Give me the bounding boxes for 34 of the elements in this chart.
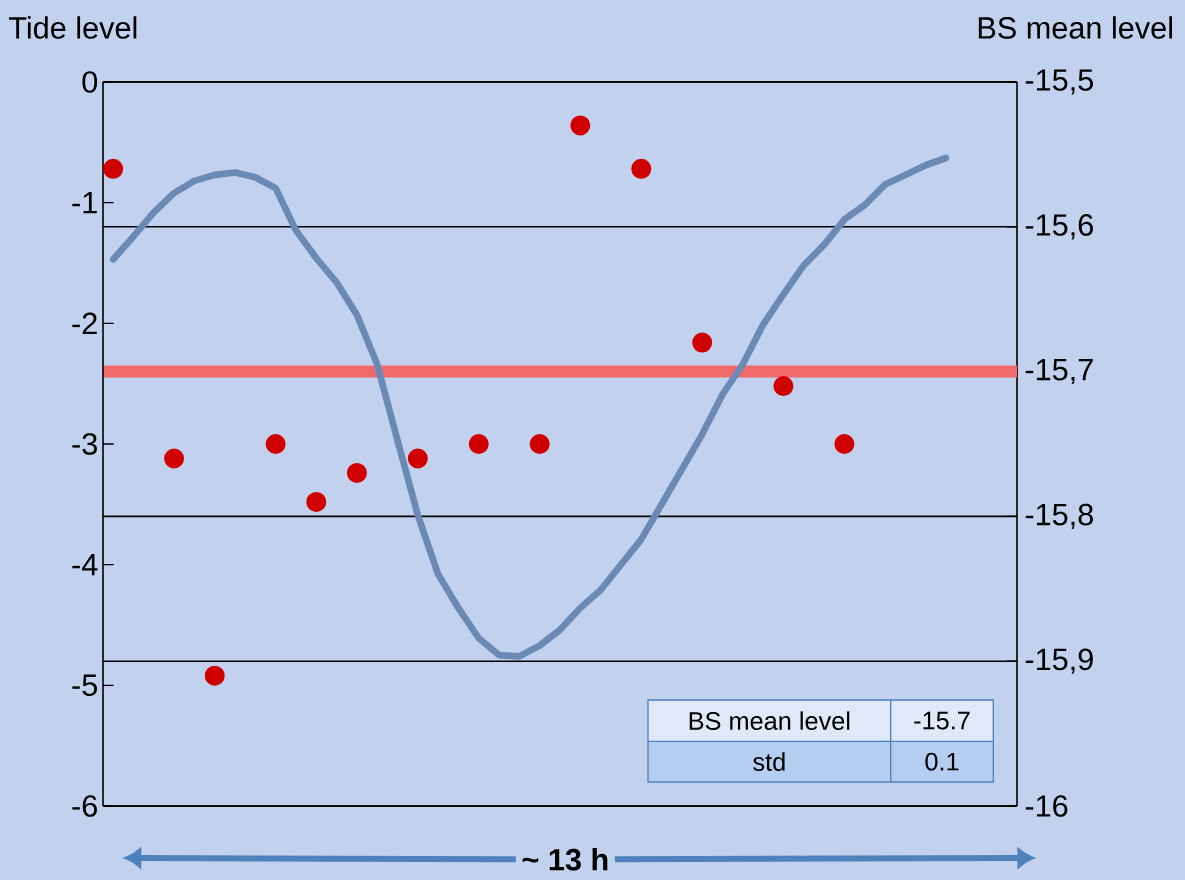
y2-tick-label: -15,5 bbox=[1025, 69, 1093, 95]
y-tick-label: -5 bbox=[72, 674, 98, 697]
y2-tick-label: -16 bbox=[1025, 795, 1068, 817]
point bbox=[468, 433, 489, 454]
annotation: 0.1 bbox=[925, 752, 959, 771]
y-tick-label: -3 bbox=[72, 433, 97, 455]
y2-tick-label: -15,7 bbox=[1025, 359, 1093, 385]
y2-axis-title: BS mean level bbox=[978, 16, 1172, 39]
point bbox=[570, 115, 591, 136]
x-axis-title: ~ 13 h bbox=[522, 848, 608, 871]
y-tick-label: 0 bbox=[82, 71, 98, 93]
point bbox=[834, 433, 855, 454]
point bbox=[407, 448, 428, 469]
y2-tick-label: -15,6 bbox=[1025, 214, 1093, 240]
annotation: BS mean level bbox=[689, 711, 850, 730]
point bbox=[164, 448, 185, 469]
y-axis-title: Tide level bbox=[8, 16, 137, 39]
y2-tick-label: -15,8 bbox=[1025, 503, 1093, 530]
point bbox=[103, 158, 124, 179]
y-tick-label: -2 bbox=[72, 312, 97, 335]
y-tick-label: -4 bbox=[72, 554, 98, 576]
point bbox=[306, 491, 327, 512]
y-tick-label: -1 bbox=[72, 192, 97, 214]
point bbox=[529, 433, 550, 454]
annotation: std bbox=[753, 752, 785, 771]
y-tick-label: -6 bbox=[72, 795, 97, 817]
point bbox=[773, 376, 794, 397]
point bbox=[692, 332, 713, 353]
point bbox=[346, 462, 367, 483]
point bbox=[265, 433, 286, 454]
point bbox=[631, 158, 652, 179]
annotation: -15.7 bbox=[914, 711, 970, 730]
point bbox=[204, 665, 225, 686]
y2-tick-label: -15,9 bbox=[1025, 648, 1093, 674]
